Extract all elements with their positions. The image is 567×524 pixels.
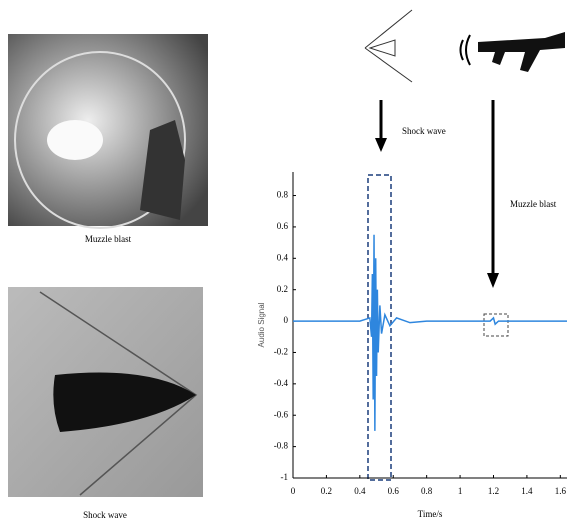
y-tick-label: -0.2 xyxy=(274,347,288,357)
muzzle-photo xyxy=(8,34,208,228)
y-tick-label: 0.2 xyxy=(277,284,288,294)
figure: Muzzle blast Shock wave Shock wave Muzzl… xyxy=(0,0,567,524)
x-tick-label: 0.6 xyxy=(388,486,400,496)
x-tick-label: 1.6 xyxy=(555,486,567,496)
arrow-head xyxy=(375,138,387,152)
bullet-icon xyxy=(365,10,412,82)
y-tick-label: 0.4 xyxy=(277,252,289,262)
highlight-box xyxy=(484,314,508,336)
y-tick-label: -1 xyxy=(281,472,289,482)
x-tick-label: 1.4 xyxy=(521,486,533,496)
x-tick-label: 1 xyxy=(458,486,463,496)
caption: Shock wave xyxy=(83,510,127,520)
x-tick-label: 0 xyxy=(291,486,296,496)
y-tick-label: 0 xyxy=(284,315,289,325)
arrow-head xyxy=(487,273,499,288)
y-tick-label: 0.6 xyxy=(277,221,289,231)
x-tick-label: 0.2 xyxy=(321,486,332,496)
x-tick-label: 0.8 xyxy=(421,486,433,496)
caption: Muzzle blast xyxy=(85,234,132,244)
annotation: Muzzle blast xyxy=(510,199,557,209)
shock-photo xyxy=(8,287,203,497)
x-axis-label: Time/s xyxy=(418,509,443,519)
y-axis-label: Audio Signal xyxy=(257,302,266,347)
signal-line xyxy=(293,235,567,431)
x-tick-label: 0.4 xyxy=(354,486,366,496)
rifle-icon xyxy=(461,32,566,72)
x-tick-label: 1.2 xyxy=(488,486,499,496)
y-tick-label: -0.8 xyxy=(274,441,289,451)
annotation: Shock wave xyxy=(402,126,446,136)
y-tick-label: -0.4 xyxy=(274,378,289,388)
y-tick-label: 0.8 xyxy=(277,190,289,200)
y-tick-label: -0.6 xyxy=(274,409,289,419)
